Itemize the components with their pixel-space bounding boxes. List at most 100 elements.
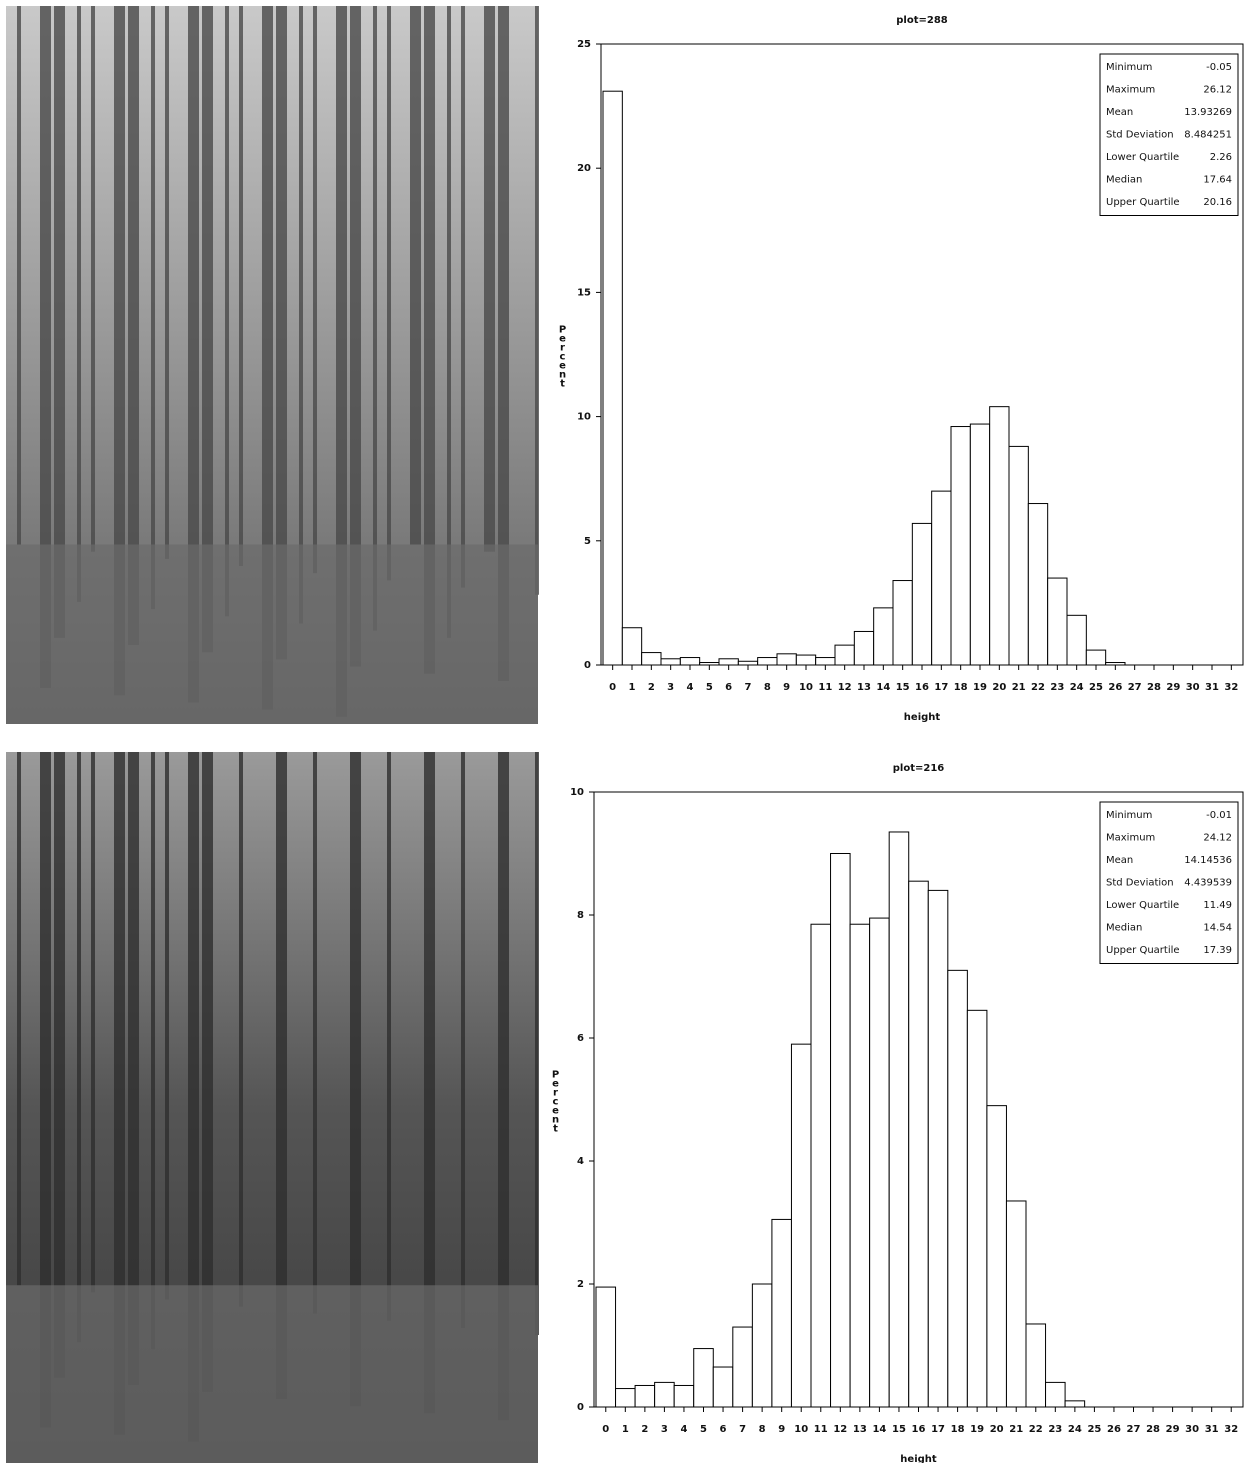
x-tick-label: 15 [896,682,910,693]
x-tick-label: 29 [1166,1424,1180,1435]
stat-label: Lower Quartile [1106,900,1179,911]
bar [888,831,910,1408]
stat-label: Minimum [1106,810,1152,821]
x-axis-label: height [904,712,941,723]
x-axis-label: height [900,1454,937,1463]
bar [673,1384,695,1408]
bar [989,406,1010,666]
bar [950,426,971,666]
tree-trunk [40,6,51,689]
tree-trunk [114,6,125,696]
x-tick-label: 31 [1205,1424,1219,1435]
bar [931,490,952,666]
stat-label: Std Deviation [1106,878,1174,889]
stat-label: Minimum [1106,62,1152,73]
x-tick-label: 32 [1224,682,1238,693]
stat-value: -0.01 [1206,810,1232,821]
stat-label: Maximum [1106,85,1155,96]
bar [849,923,871,1408]
bar [776,653,797,666]
stat-label: Median [1106,923,1142,934]
tree-trunk [461,6,465,588]
tree-trunk [188,6,199,703]
tree-trunk [165,6,169,559]
stat-value: 20.16 [1203,197,1232,208]
bar [621,627,643,666]
tree-trunk [128,6,139,646]
y-tick-label: 25 [577,39,591,50]
stat-label: Lower Quartile [1106,152,1179,163]
tree-trunk [498,752,509,1421]
tree-trunk [165,752,169,1300]
stat-value: 13.93269 [1184,107,1232,118]
x-tick-label: 28 [1147,682,1161,693]
x-tick-label: 12 [833,1424,847,1435]
x-tick-label: 30 [1186,682,1200,693]
tree-trunk [225,6,229,617]
tree-trunk [128,752,139,1385]
tree-trunk [54,752,65,1378]
bar [1066,614,1087,666]
bar [969,423,991,666]
bar [892,580,913,666]
y-tick-label: 10 [577,412,591,423]
bar [1005,1200,1027,1408]
x-tick-label: 23 [1048,1424,1062,1435]
x-tick-label: 4 [680,1424,687,1435]
bar [908,880,929,1408]
x-tick-label: 1 [622,1424,629,1435]
tree-trunk [17,6,21,545]
x-tick-label: 23 [1050,682,1064,693]
x-tick-label: 16 [912,1424,926,1435]
x-tick-label: 8 [759,1424,766,1435]
tree-trunk [91,6,95,552]
x-tick-label: 14 [872,1424,886,1435]
tree-trunk [387,752,391,1321]
tree-trunk [447,6,451,638]
tree-trunk [239,6,243,567]
x-tick-label: 32 [1224,1424,1238,1435]
y-tick-label: 4 [577,1156,584,1167]
y-axis-label: Percent [557,325,568,388]
chart-title: plot=288 [896,15,948,26]
x-tick-label: 31 [1205,682,1219,693]
ground [6,1285,538,1463]
bar [830,853,851,1408]
tree-trunk [387,6,391,581]
x-tick-label: 14 [876,682,890,693]
ground [6,544,538,724]
tree-trunk [202,6,213,653]
tree-trunk [77,752,81,1343]
x-tick-label: 18 [954,682,968,693]
bar [1027,503,1049,666]
tree-trunk [54,6,65,638]
x-tick-label: 21 [1009,1424,1023,1435]
x-tick-label: 24 [1070,682,1084,693]
y-tick-label: 2 [577,1279,584,1290]
bar [966,1009,988,1408]
plot-frame [593,791,1244,1408]
y-tick-label: 0 [577,1402,584,1413]
x-tick-label: 26 [1108,682,1122,693]
stat-value: 17.39 [1203,945,1232,956]
x-tick-label: 1 [629,682,636,693]
stat-value: 8.484251 [1184,130,1232,141]
tree-trunk [350,6,361,667]
x-tick-label: 17 [934,682,948,693]
bar [654,1381,675,1408]
tree-trunk [239,752,243,1307]
x-tick-label: 27 [1128,682,1142,693]
x-tick-label: 29 [1166,682,1180,693]
tree-trunk [276,6,287,660]
bar [1025,1323,1047,1408]
bar [1045,1381,1066,1408]
x-tick-label: 20 [992,682,1006,693]
stat-label: Upper Quartile [1106,197,1180,208]
stat-value: -0.05 [1206,62,1232,73]
stat-value: 26.12 [1203,85,1232,96]
tree-trunk [151,752,155,1350]
y-tick-label: 8 [577,910,584,921]
x-tick-label: 0 [609,682,616,693]
